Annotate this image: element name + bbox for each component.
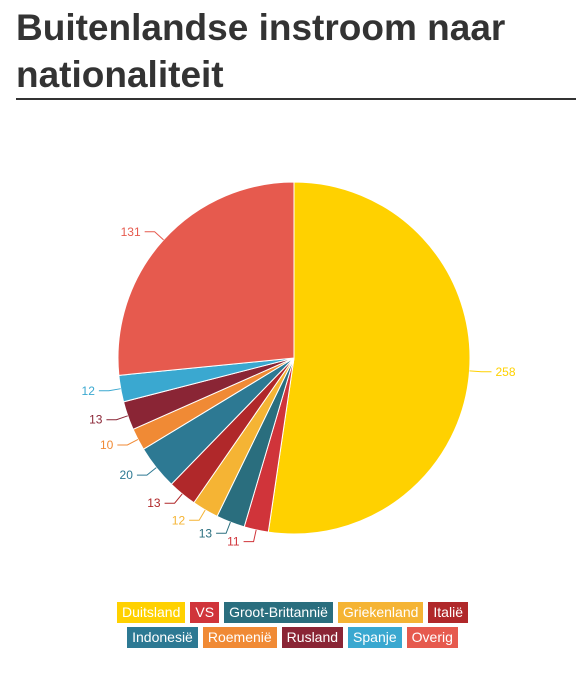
data-label-spanje: 12 bbox=[82, 384, 96, 398]
leader-line-duitsland bbox=[469, 370, 492, 373]
legend-item-rusland[interactable]: Rusland bbox=[281, 627, 344, 648]
data-label-roemenie: 10 bbox=[100, 438, 114, 452]
leader-line-rusland bbox=[106, 415, 128, 421]
leader-line-spanje bbox=[98, 388, 121, 392]
data-label-overig: 131 bbox=[121, 225, 141, 239]
pie-slice-duitsland[interactable] bbox=[267, 181, 471, 535]
legend-item-overig[interactable]: Overig bbox=[406, 627, 458, 648]
leader-line-groot-brittannie bbox=[216, 521, 231, 534]
pie-slice-overig[interactable] bbox=[117, 181, 295, 376]
chart-title: Buitenlandse instroom naar nationaliteit bbox=[16, 7, 506, 95]
leader-line-italie bbox=[164, 493, 183, 504]
leader-line-vs bbox=[243, 529, 257, 543]
data-label-rusland: 13 bbox=[89, 413, 103, 427]
legend-item-duitsland[interactable]: Duitsland bbox=[117, 602, 186, 623]
legend-item-groot-brittannie[interactable]: Groot-Brittannië bbox=[224, 602, 333, 623]
legend-item-spanje[interactable]: Spanje bbox=[348, 627, 402, 648]
legend-item-vs[interactable]: VS bbox=[190, 602, 220, 623]
data-label-italie: 13 bbox=[147, 496, 161, 510]
data-label-griekenland: 12 bbox=[172, 513, 186, 527]
leader-line-roemenie bbox=[117, 439, 139, 446]
data-label-indonesie: 20 bbox=[120, 468, 134, 482]
leader-line-overig bbox=[144, 231, 164, 241]
data-label-vs: 11 bbox=[227, 535, 240, 549]
data-label-groot-brittannie: 13 bbox=[199, 526, 213, 540]
legend-row: Duitsland VS Groot-Brittannië Griekenlan… bbox=[0, 602, 585, 623]
legend-item-italie[interactable]: Italië bbox=[428, 602, 468, 623]
legend-item-roemenie[interactable]: Roemenië bbox=[202, 627, 277, 648]
leader-line-griekenland bbox=[189, 509, 206, 521]
leader-line-indonesie bbox=[136, 467, 157, 476]
legend-item-indonesie[interactable]: Indonesië bbox=[127, 627, 198, 648]
legend: Duitsland VS Groot-Brittannië Griekenlan… bbox=[0, 602, 585, 652]
title-underline bbox=[16, 98, 576, 100]
legend-item-griekenland[interactable]: Griekenland bbox=[337, 602, 424, 623]
pie-chart: 258 11 13 12 13 20 10 13 12 131 bbox=[82, 181, 516, 549]
legend-row: Indonesië Roemenië Rusland Spanje Overig bbox=[0, 627, 585, 648]
data-label-duitsland: 258 bbox=[495, 365, 515, 379]
